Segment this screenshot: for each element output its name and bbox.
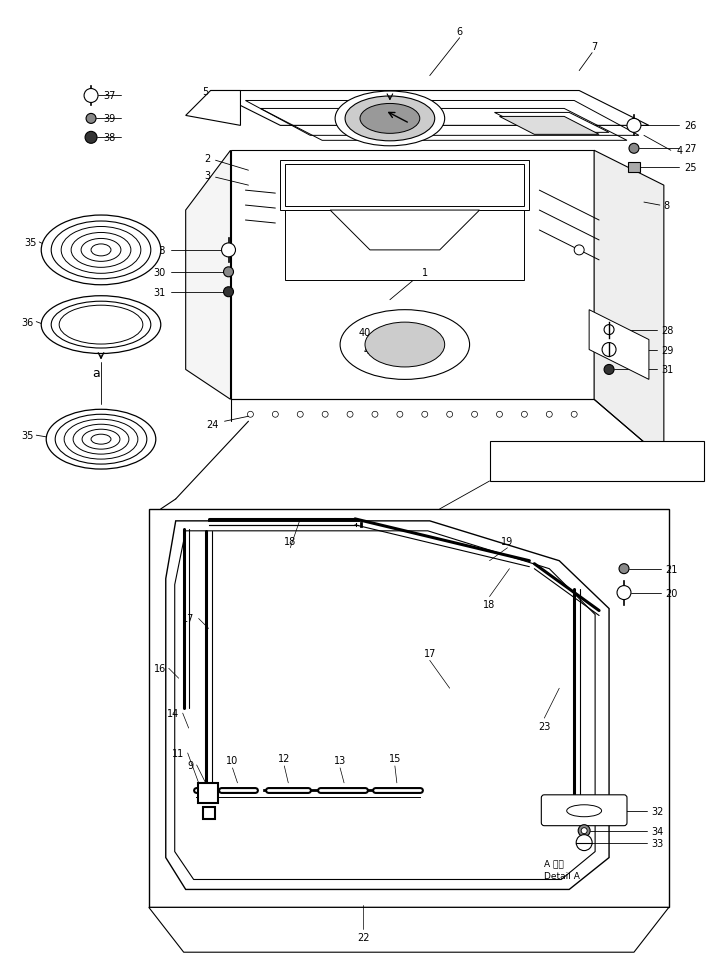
Text: 17: 17 bbox=[424, 648, 436, 659]
Circle shape bbox=[617, 586, 631, 600]
Polygon shape bbox=[185, 151, 230, 400]
Ellipse shape bbox=[41, 216, 161, 286]
Text: 35: 35 bbox=[24, 237, 36, 248]
Text: 32: 32 bbox=[651, 806, 663, 816]
Ellipse shape bbox=[41, 297, 161, 354]
Polygon shape bbox=[285, 211, 524, 280]
Text: 40: 40 bbox=[359, 328, 371, 337]
Ellipse shape bbox=[340, 310, 470, 380]
Circle shape bbox=[581, 828, 587, 833]
Text: 28: 28 bbox=[661, 326, 673, 335]
Text: 12: 12 bbox=[278, 753, 291, 764]
Text: 1: 1 bbox=[422, 267, 427, 277]
Circle shape bbox=[84, 89, 98, 104]
Ellipse shape bbox=[51, 302, 150, 349]
Text: A 詳細: A 詳細 bbox=[545, 859, 564, 867]
Text: Detail A: Detail A bbox=[545, 871, 580, 880]
Polygon shape bbox=[185, 91, 241, 126]
Text: 適用号等: 適用号等 bbox=[494, 445, 516, 454]
Polygon shape bbox=[211, 91, 649, 126]
Text: 31: 31 bbox=[661, 365, 673, 375]
Text: 6: 6 bbox=[457, 27, 462, 37]
Text: 19: 19 bbox=[502, 536, 513, 547]
Ellipse shape bbox=[47, 410, 156, 470]
Ellipse shape bbox=[345, 97, 435, 141]
Text: 28: 28 bbox=[153, 246, 166, 256]
Circle shape bbox=[604, 326, 614, 335]
Text: 30: 30 bbox=[153, 267, 166, 277]
Text: 13: 13 bbox=[334, 755, 346, 766]
Text: 26: 26 bbox=[684, 121, 696, 131]
Text: 21: 21 bbox=[665, 564, 678, 574]
Text: 11: 11 bbox=[172, 748, 185, 758]
Text: 36: 36 bbox=[21, 317, 33, 328]
Text: 33: 33 bbox=[651, 838, 663, 848]
Text: 27: 27 bbox=[684, 144, 696, 154]
Text: 18: 18 bbox=[483, 599, 496, 609]
Polygon shape bbox=[499, 117, 599, 136]
Circle shape bbox=[602, 343, 616, 358]
Text: 7: 7 bbox=[591, 42, 598, 51]
FancyBboxPatch shape bbox=[542, 795, 627, 826]
Circle shape bbox=[574, 246, 585, 256]
Text: a: a bbox=[401, 90, 409, 103]
Text: 34: 34 bbox=[651, 826, 663, 836]
Bar bbox=[489, 442, 704, 482]
Text: 31: 31 bbox=[153, 288, 166, 297]
Bar bbox=[628, 163, 640, 173]
Circle shape bbox=[629, 144, 639, 154]
Circle shape bbox=[222, 243, 236, 258]
Text: 41: 41 bbox=[364, 345, 376, 356]
Ellipse shape bbox=[335, 92, 445, 146]
Polygon shape bbox=[589, 310, 649, 380]
Text: 35: 35 bbox=[21, 431, 33, 441]
Ellipse shape bbox=[365, 323, 445, 367]
Polygon shape bbox=[330, 211, 480, 251]
Text: 4: 4 bbox=[677, 146, 683, 156]
Circle shape bbox=[223, 267, 233, 277]
Polygon shape bbox=[149, 907, 669, 953]
Text: 5: 5 bbox=[202, 86, 209, 96]
Bar bbox=[203, 807, 214, 819]
Text: 20: 20 bbox=[665, 588, 678, 598]
Text: 23: 23 bbox=[538, 721, 550, 732]
Text: A: A bbox=[395, 111, 404, 121]
Polygon shape bbox=[594, 151, 664, 459]
Circle shape bbox=[223, 288, 233, 297]
Text: 16: 16 bbox=[153, 664, 166, 673]
Circle shape bbox=[604, 365, 614, 375]
Text: 39: 39 bbox=[104, 114, 116, 124]
Text: 8: 8 bbox=[664, 201, 670, 211]
Text: 22: 22 bbox=[357, 932, 369, 942]
Circle shape bbox=[578, 825, 590, 837]
Bar bbox=[198, 783, 217, 803]
Text: 15: 15 bbox=[389, 753, 401, 764]
Text: 17: 17 bbox=[182, 613, 195, 624]
Text: 24: 24 bbox=[206, 420, 219, 430]
Text: 18: 18 bbox=[284, 536, 297, 547]
Circle shape bbox=[86, 114, 96, 124]
Text: a: a bbox=[92, 366, 100, 380]
Circle shape bbox=[627, 119, 641, 133]
Text: ・Serial No. 35001～35951: ・Serial No. 35001～35951 bbox=[494, 461, 609, 470]
Polygon shape bbox=[494, 113, 609, 133]
Circle shape bbox=[577, 835, 592, 851]
Circle shape bbox=[619, 564, 629, 574]
Text: 9: 9 bbox=[188, 760, 193, 770]
Bar bbox=[149, 510, 669, 907]
Text: 14: 14 bbox=[166, 708, 179, 718]
Text: 25: 25 bbox=[684, 163, 696, 173]
Text: 29: 29 bbox=[661, 345, 673, 356]
Text: 37: 37 bbox=[103, 91, 116, 102]
Polygon shape bbox=[230, 151, 594, 400]
Text: 38: 38 bbox=[104, 133, 116, 143]
Circle shape bbox=[85, 132, 97, 144]
Text: 3: 3 bbox=[204, 171, 211, 181]
Ellipse shape bbox=[360, 105, 419, 134]
Text: 2: 2 bbox=[204, 154, 211, 164]
Text: 10: 10 bbox=[226, 755, 238, 766]
